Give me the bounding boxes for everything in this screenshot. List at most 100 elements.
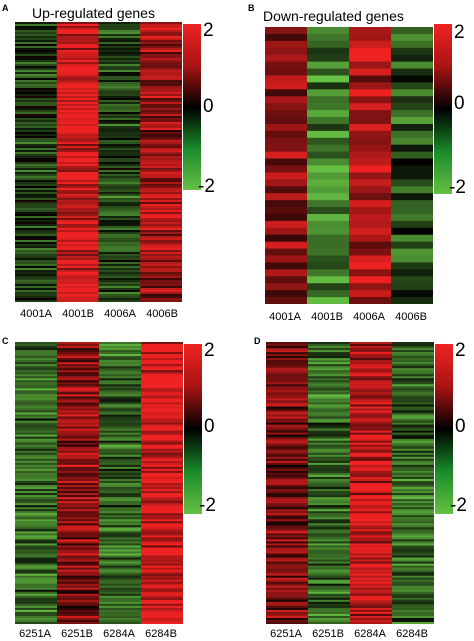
heatmap-cell — [392, 529, 434, 532]
heatmap-cell — [99, 567, 142, 571]
heatmap-cell — [15, 356, 58, 359]
heatmap-cell — [98, 180, 141, 183]
heatmap-cell — [391, 248, 433, 257]
heatmap-cell — [141, 442, 183, 446]
heatmap-cell — [56, 64, 100, 67]
heatmap-cell — [350, 593, 393, 597]
heatmap-cell — [266, 344, 309, 347]
heatmap-cell — [266, 587, 309, 591]
heatmap-cell — [308, 394, 351, 397]
heatmap-cell — [15, 364, 58, 367]
heatmap-cell — [392, 557, 434, 561]
heatmap-cell — [57, 456, 100, 460]
heatmap-cell — [350, 388, 393, 391]
heatmap-cell — [15, 549, 58, 553]
heatmap-cell — [392, 392, 434, 395]
heatmap-cell — [308, 513, 351, 516]
heatmap-cell — [308, 489, 351, 492]
heatmap-cell — [265, 27, 308, 35]
heatmap-cell — [15, 276, 58, 279]
heatmap-cell — [308, 537, 351, 540]
heatmap-cell — [140, 158, 182, 161]
heatmap-cell — [392, 613, 434, 617]
heatmap-cell — [392, 400, 434, 404]
heatmap-cell — [140, 116, 182, 119]
panel-a-col-label: 4001B — [62, 308, 94, 320]
heatmap-cell — [140, 126, 182, 129]
heatmap-cell — [99, 460, 142, 464]
heatmap-cell — [141, 462, 183, 466]
heatmap-cell — [140, 104, 182, 107]
heatmap-cell — [98, 282, 141, 285]
heatmap-cell — [140, 280, 182, 283]
heatmap-cell — [57, 396, 100, 399]
heatmap-cell — [99, 621, 142, 624]
heatmap-cell — [265, 40, 308, 49]
heatmap-cell — [140, 242, 182, 245]
heatmap-cell — [98, 204, 141, 207]
heatmap-cell — [57, 537, 100, 540]
heatmap-cell — [57, 384, 100, 387]
heatmap-cell — [15, 220, 58, 223]
heatmap-cell — [99, 458, 142, 462]
heatmap-cell — [56, 136, 100, 139]
heatmap-cell — [308, 531, 351, 534]
heatmap-cell — [392, 376, 434, 379]
heatmap-cell — [98, 222, 141, 225]
heatmap-cell — [391, 255, 433, 264]
heatmap-cell — [141, 436, 183, 440]
heatmap-cell — [98, 148, 141, 151]
heatmap-cell — [350, 372, 393, 375]
heatmap-cell — [266, 491, 309, 494]
heatmap-cell — [350, 460, 393, 464]
heatmap-cell — [266, 360, 309, 363]
heatmap-cell — [15, 525, 58, 528]
heatmap-cell — [350, 456, 393, 460]
heatmap-cell — [98, 224, 141, 227]
heatmap-cell — [57, 575, 100, 579]
heatmap-cell — [98, 268, 141, 271]
heatmap-cell — [308, 456, 351, 460]
heatmap-cell — [57, 394, 100, 397]
heatmap-cell — [391, 241, 433, 250]
heatmap-cell — [99, 400, 142, 404]
heatmap-cell — [350, 416, 393, 420]
heatmap-cell — [141, 370, 183, 373]
heatmap-cell — [140, 188, 182, 191]
heatmap-cell — [266, 418, 309, 422]
heatmap-cell — [15, 547, 58, 551]
heatmap-cell — [350, 525, 393, 528]
heatmap-cell — [349, 82, 392, 90]
heatmap-cell — [350, 404, 393, 408]
heatmap-cell — [99, 577, 142, 581]
heatmap-cell — [56, 292, 100, 295]
heatmap-cell — [98, 182, 141, 185]
heatmap-cell — [140, 172, 182, 175]
heatmap-cell — [98, 216, 141, 219]
heatmap-cell — [57, 436, 100, 440]
heatmap-cell — [99, 573, 142, 577]
heatmap-cell — [15, 128, 58, 131]
heatmap-cell — [308, 422, 351, 426]
heatmap-cell — [56, 180, 100, 183]
heatmap-cell — [392, 573, 434, 577]
heatmap-cell — [349, 255, 392, 264]
heatmap-cell — [307, 82, 350, 90]
heatmap-cell — [15, 244, 58, 247]
heatmap-cell — [392, 537, 434, 540]
heatmap-cell — [266, 551, 309, 555]
heatmap-cell — [266, 501, 309, 504]
heatmap-cell — [266, 456, 309, 460]
heatmap-cell — [350, 545, 393, 549]
heatmap-cell — [57, 615, 100, 619]
heatmap-cell — [308, 384, 351, 387]
heatmap-cell — [266, 615, 309, 619]
heatmap-cell — [15, 174, 58, 177]
heatmap-cell — [57, 485, 100, 488]
heatmap-cell — [141, 621, 183, 624]
heatmap-cell — [56, 130, 100, 133]
heatmap-cell — [99, 416, 142, 420]
heatmap-cell — [391, 54, 433, 63]
heatmap-cell — [140, 160, 182, 163]
heatmap-cell — [350, 376, 393, 379]
